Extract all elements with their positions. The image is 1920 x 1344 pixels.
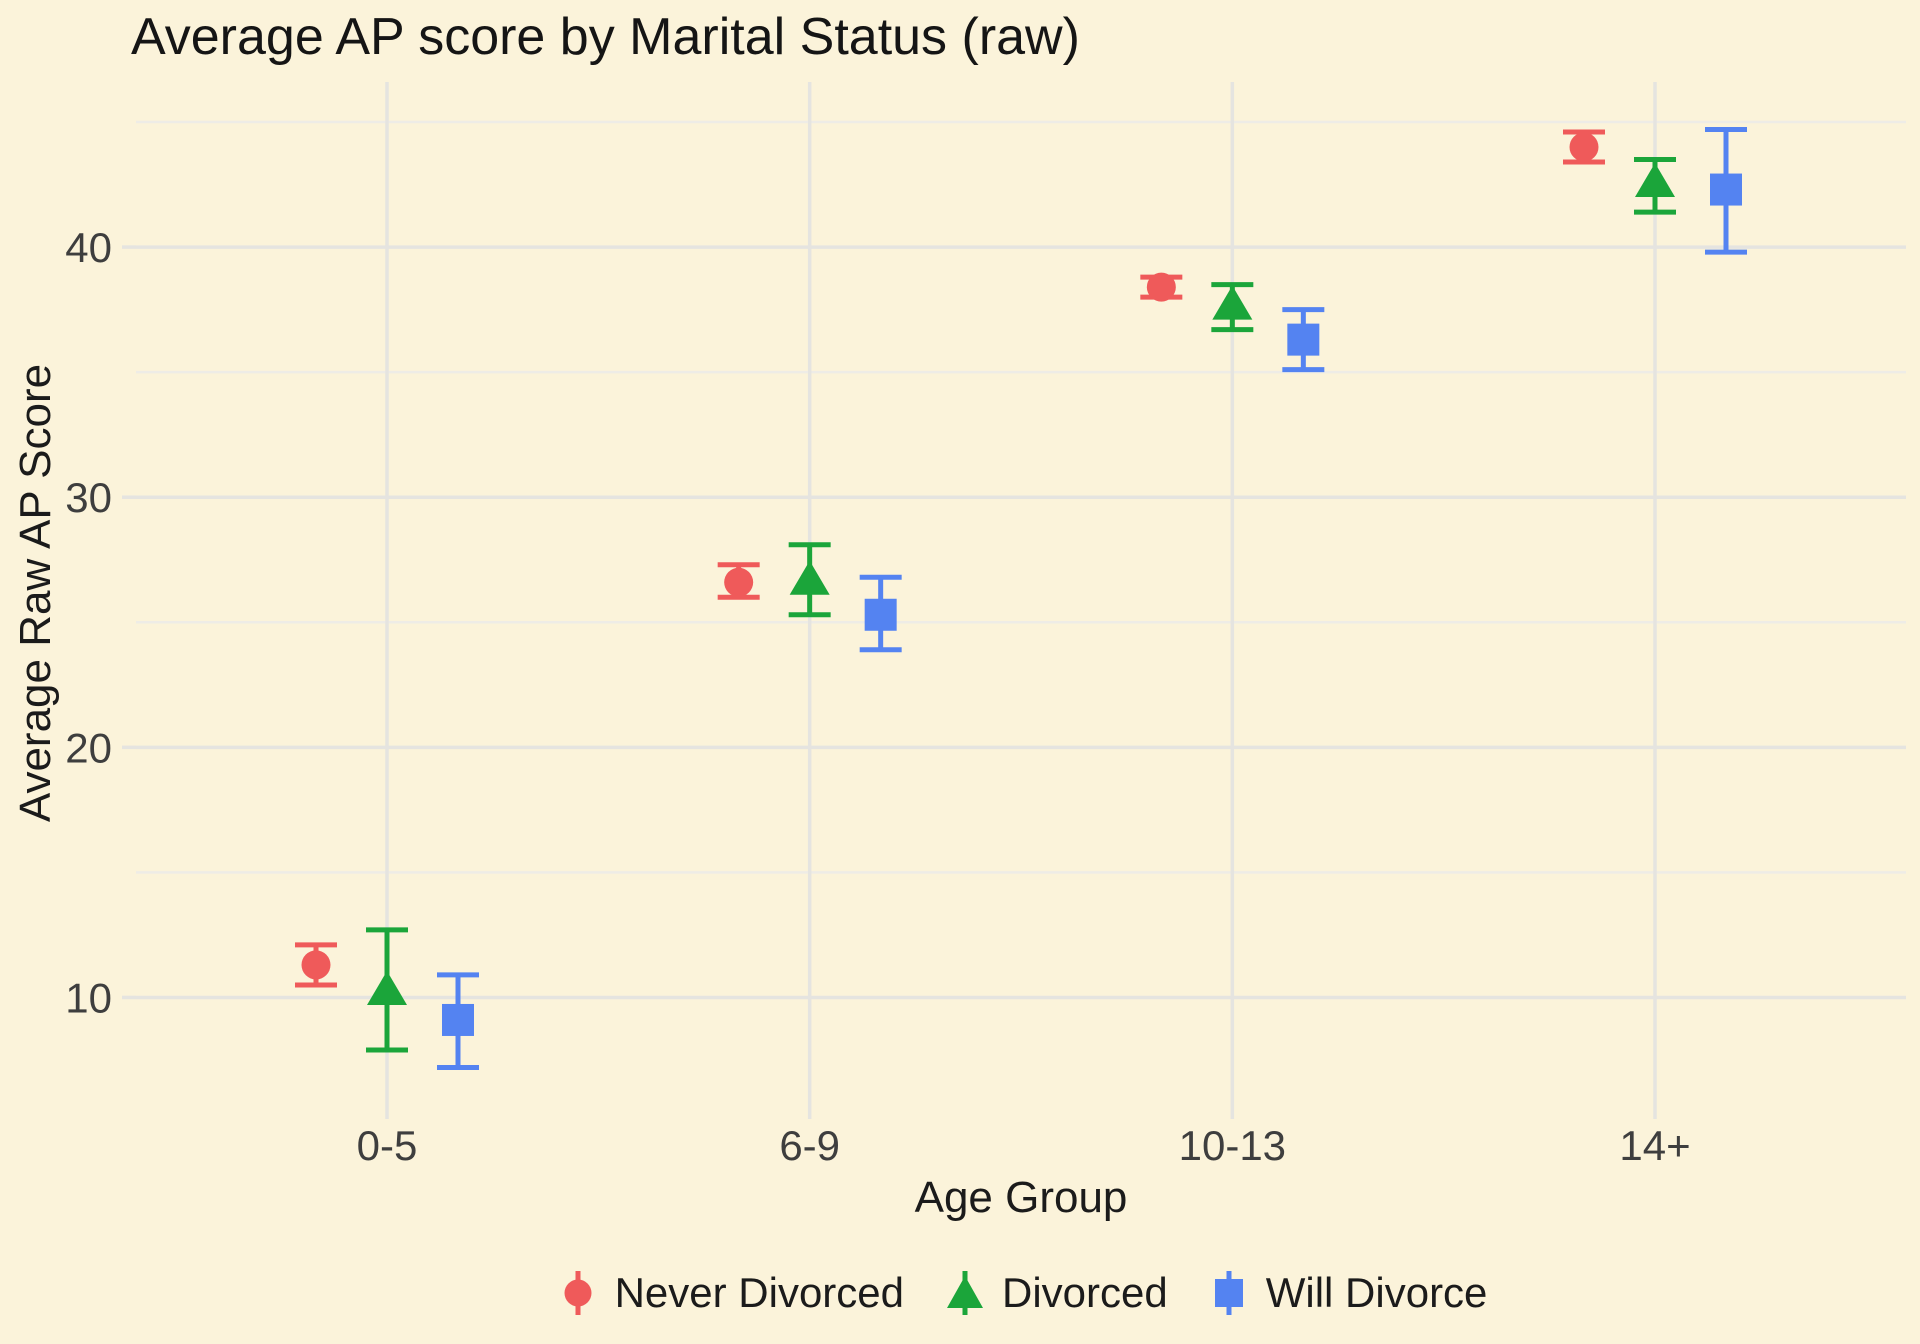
x-tick-label: 10-13: [1179, 1122, 1286, 1169]
point-will-divorce-10-13: [1287, 323, 1320, 356]
y-axis-title: Average Raw AP Score: [11, 363, 60, 823]
legend-label-will-divorce: Will Divorce: [1265, 1269, 1488, 1316]
legend-item-will-divorce: Will Divorce: [1206, 1264, 1488, 1322]
legend-key-circle-icon: [564, 1271, 592, 1315]
series-will-divorce: [437, 127, 1747, 1070]
y-tick-label: 30: [65, 474, 112, 521]
y-tick-label: 20: [65, 724, 112, 771]
point-divorced-6-9: [789, 560, 830, 595]
x-tick-label: 14+: [1619, 1122, 1690, 1169]
y-tick-label: 10: [65, 974, 112, 1021]
x-tick-label: 6-9: [779, 1122, 840, 1169]
legend: Never Divorced Divorced Will Divorce: [136, 1262, 1906, 1324]
legend-label-divorced: Divorced: [1002, 1269, 1168, 1316]
y-tick-label: 40: [65, 224, 112, 271]
legend-key-triangle-icon: [947, 1271, 984, 1315]
point-divorced-10-13: [1212, 285, 1253, 320]
series-never-divorced: [295, 129, 1605, 988]
point-never-divorced-6-9: [724, 567, 754, 597]
legend-label-never-divorced: Never Divorced: [614, 1269, 905, 1316]
legend-item-divorced: Divorced: [942, 1264, 1168, 1322]
x-axis-title: Age Group: [914, 1173, 1128, 1222]
point-never-divorced-14-: [1569, 132, 1599, 162]
legend-key-square-icon: [1214, 1271, 1243, 1315]
point-will-divorce-0-5: [442, 1003, 474, 1036]
x-tick-label: 0-5: [357, 1122, 418, 1169]
point-will-divorce-6-9: [864, 598, 897, 631]
point-divorced-0-5: [367, 970, 407, 1005]
series-divorced: [366, 157, 1676, 1053]
legend-item-never-divorced: Never Divorced: [555, 1264, 904, 1322]
point-never-divorced-10-13: [1146, 272, 1176, 302]
chart-title: Average AP score by Marital Status (raw): [131, 8, 1080, 66]
point-never-divorced-0-5: [301, 950, 331, 980]
point-will-divorce-14-: [1710, 173, 1742, 206]
point-divorced-14-: [1635, 163, 1675, 198]
